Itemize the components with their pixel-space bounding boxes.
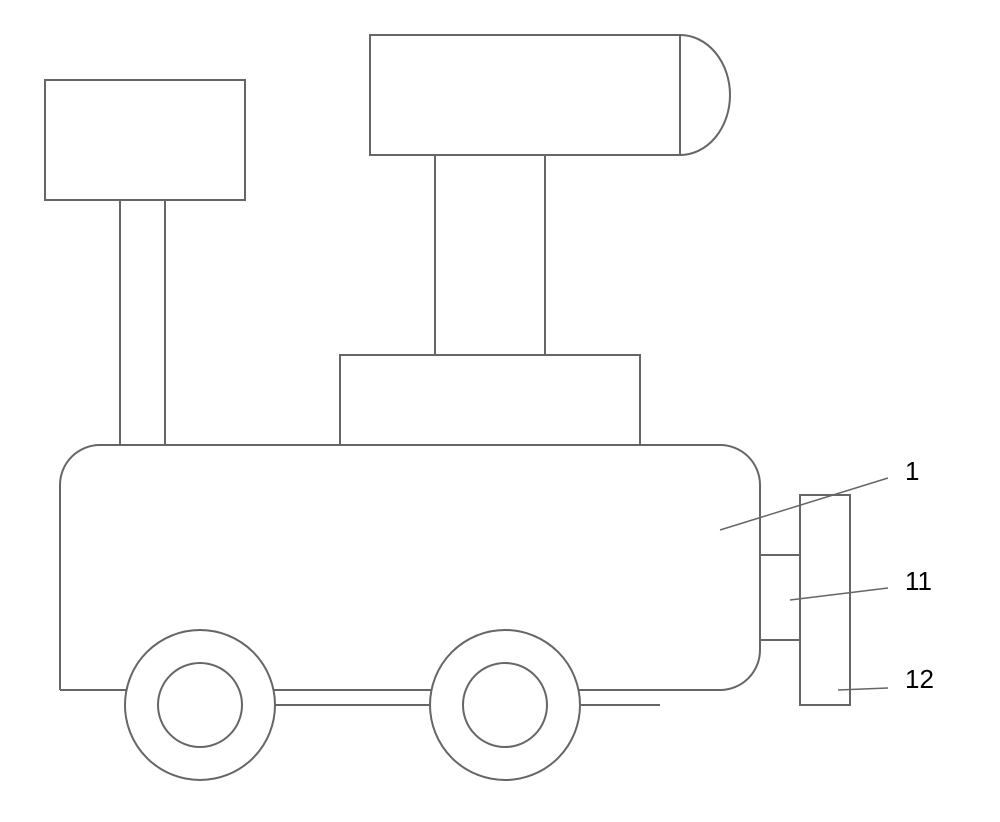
svg-text:1: 1 [905, 456, 919, 486]
svg-text:12: 12 [905, 664, 934, 694]
diagram-canvas: 11112 [0, 0, 1000, 817]
svg-text:11: 11 [905, 566, 932, 596]
technical-drawing-svg: 11112 [0, 0, 1000, 817]
